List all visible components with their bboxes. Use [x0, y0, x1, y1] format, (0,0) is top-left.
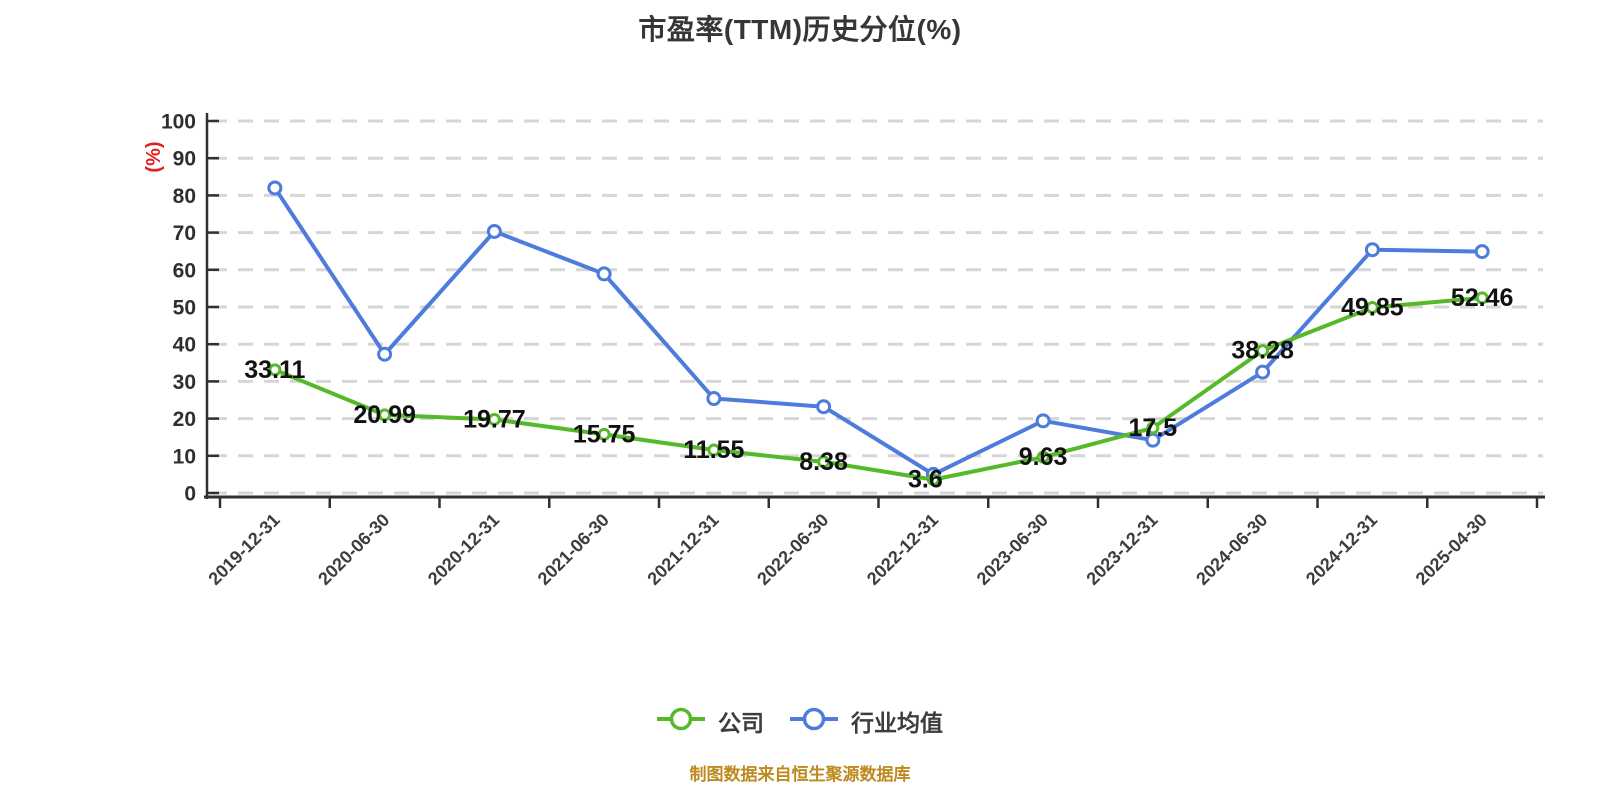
- company-value-label: 20.99: [353, 401, 416, 429]
- company-point[interactable]: [926, 473, 940, 487]
- y-axis-label: 20: [173, 408, 196, 431]
- x-axis-label: 2023-06-30: [973, 510, 1052, 589]
- y-axis-label: 100: [161, 111, 196, 134]
- company-point[interactable]: [1036, 450, 1050, 464]
- company-point[interactable]: [268, 363, 282, 377]
- company-point[interactable]: [378, 408, 392, 422]
- legend-item-company[interactable]: 公司: [657, 704, 764, 738]
- industry-line-marker-icon: [790, 705, 838, 738]
- industry-point[interactable]: [706, 391, 722, 407]
- x-axis-label: 2025-04-30: [1412, 510, 1491, 589]
- company-value-label: 19.77: [463, 405, 526, 433]
- data-source-note: 制图数据来自恒生聚源数据库: [689, 765, 911, 784]
- x-axis-label: 2023-12-31: [1082, 510, 1161, 589]
- company-line-marker-icon: [657, 705, 705, 738]
- company-value-label: 49.85: [1341, 294, 1404, 322]
- legend-label-company: 公司: [718, 710, 764, 736]
- x-axis-label: 2020-12-31: [424, 510, 503, 589]
- company-point[interactable]: [1365, 301, 1379, 315]
- industry-point[interactable]: [1035, 413, 1051, 429]
- chart-title: 市盈率(TTM)历史分位(%): [638, 14, 962, 45]
- industry-point[interactable]: [596, 266, 612, 282]
- x-axis-label: 2021-12-31: [643, 510, 722, 589]
- x-axis-label: 2020-06-30: [314, 510, 393, 589]
- legend-label-industry-average: 行业均值: [851, 710, 943, 736]
- company-value-label: 38.28: [1231, 337, 1294, 365]
- x-axis-label: 2019-12-31: [204, 510, 283, 589]
- y-axis-label: 80: [173, 185, 196, 208]
- company-value-label: 52.46: [1451, 284, 1514, 312]
- industry-point[interactable]: [1474, 244, 1490, 260]
- legend-item-industry-average[interactable]: 行业均值: [790, 704, 943, 738]
- company-value-label: 3.6: [908, 466, 943, 494]
- company-point[interactable]: [817, 455, 831, 469]
- y-axis-label: 0: [184, 483, 196, 506]
- industry-point[interactable]: [816, 399, 832, 415]
- company-value-label: 33.11: [244, 356, 305, 384]
- company-point[interactable]: [1475, 291, 1489, 305]
- chart-legend: 公司 行业均值: [0, 704, 1600, 738]
- y-axis-label: 50: [173, 297, 196, 320]
- x-axis-label: 2022-12-31: [863, 510, 942, 589]
- industry-point[interactable]: [1255, 364, 1271, 380]
- company-value-label: 17.5: [1129, 414, 1178, 442]
- company-point[interactable]: [707, 443, 721, 457]
- y-axis-label: 90: [173, 148, 196, 171]
- company-point[interactable]: [1146, 421, 1160, 435]
- y-axis-label: 70: [173, 222, 196, 245]
- industry-line: [273, 186, 1483, 477]
- y-axis-label: 60: [173, 259, 196, 282]
- industry-point[interactable]: [1364, 242, 1380, 258]
- company-point[interactable]: [597, 427, 611, 441]
- industry-point[interactable]: [377, 346, 393, 362]
- company-value-label: 15.75: [573, 420, 636, 448]
- company-point[interactable]: [1256, 344, 1270, 358]
- industry-point[interactable]: [486, 223, 502, 239]
- y-axis-label: 10: [173, 445, 196, 468]
- company-point[interactable]: [487, 412, 501, 426]
- company-value-label: 8.38: [799, 448, 848, 476]
- company-value-label: 11.55: [683, 436, 744, 464]
- company-value-label: 9.63: [1019, 443, 1068, 471]
- x-axis-label: 2021-06-30: [534, 510, 613, 589]
- x-axis-label: 2022-06-30: [753, 510, 832, 589]
- industry-point[interactable]: [267, 180, 283, 196]
- x-axis-label: 2024-12-31: [1302, 510, 1381, 589]
- y-axis-label: 30: [173, 371, 196, 394]
- y-axis-label: 40: [173, 334, 196, 357]
- x-axis-label: 2024-06-30: [1192, 510, 1271, 589]
- company-line: [274, 295, 1483, 482]
